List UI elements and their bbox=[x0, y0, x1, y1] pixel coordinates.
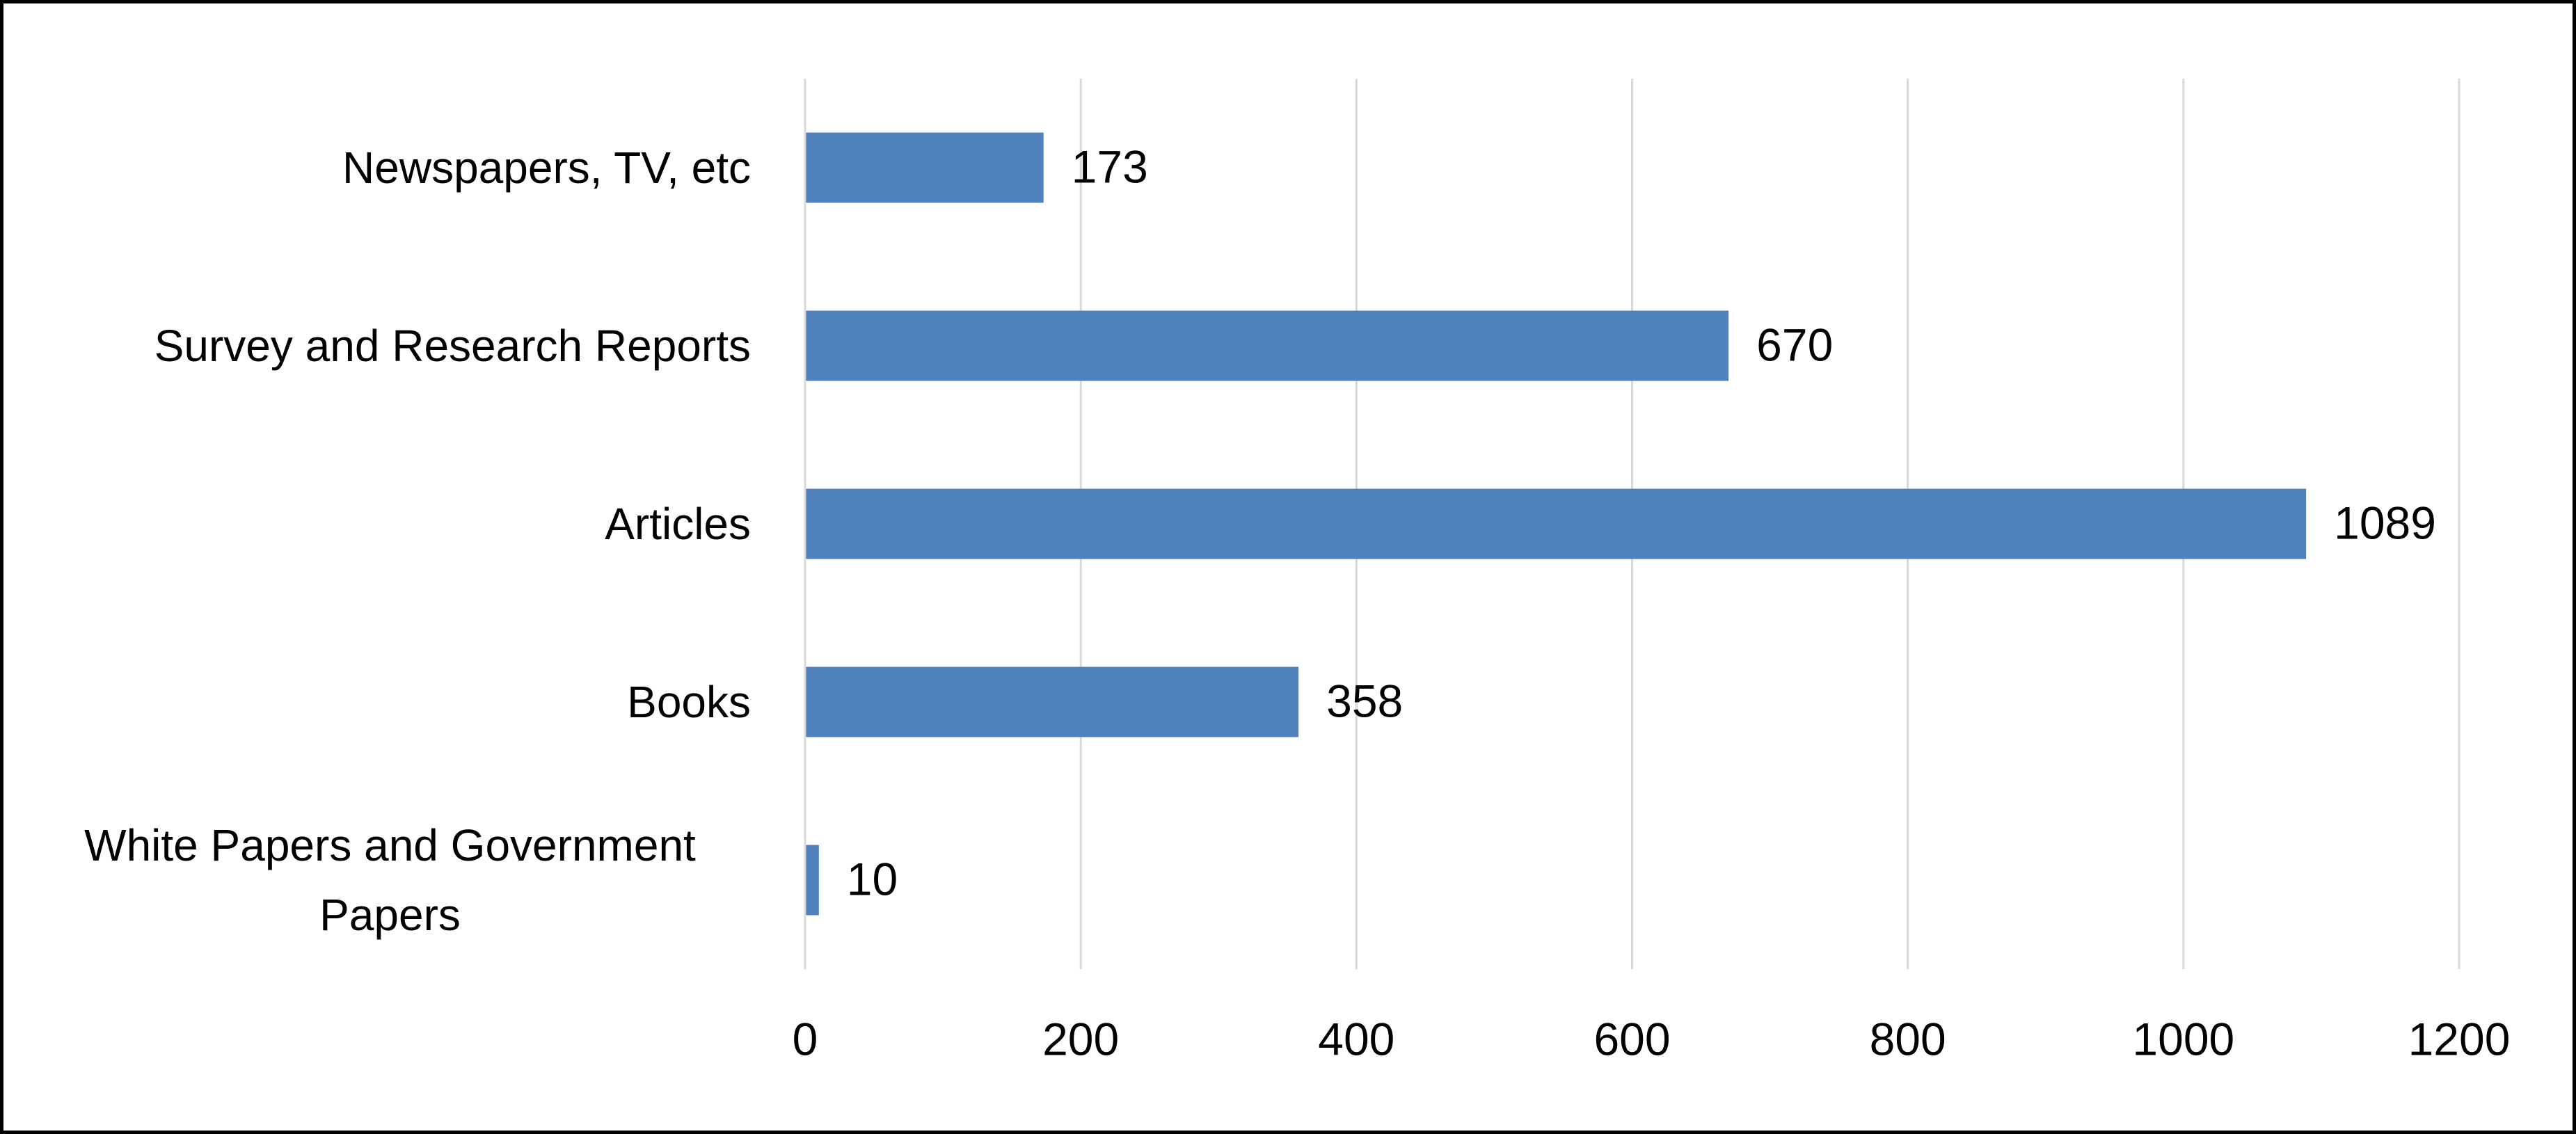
bar bbox=[805, 488, 2307, 559]
bar bbox=[805, 845, 819, 916]
data-label: 10 bbox=[847, 853, 898, 904]
y-tick-label: Books bbox=[627, 677, 751, 727]
x-tick-label: 400 bbox=[1318, 1013, 1394, 1064]
bar bbox=[805, 666, 1299, 737]
data-label: 670 bbox=[1756, 319, 1833, 370]
x-tick-label: 0 bbox=[793, 1013, 818, 1064]
bar bbox=[805, 310, 1729, 381]
y-label-box: Newspapers, TV, etc bbox=[29, 133, 751, 202]
x-tick-label: 200 bbox=[1042, 1013, 1119, 1064]
y-tick-label: Articles bbox=[605, 499, 751, 549]
y-label-box: Survey and Research Reports bbox=[29, 311, 751, 381]
y-label-box: Articles bbox=[29, 489, 751, 559]
bar bbox=[805, 132, 1044, 203]
x-tick-label: 1200 bbox=[2408, 1013, 2511, 1064]
y-tick-label: Survey and Research Reports bbox=[154, 321, 751, 371]
data-label: 173 bbox=[1072, 141, 1148, 192]
y-label-box: White Papers and Government Papers bbox=[29, 810, 751, 950]
x-tick-label: 1000 bbox=[2132, 1013, 2234, 1064]
data-label: 1089 bbox=[2334, 497, 2436, 548]
y-tick-label: White Papers and Government Papers bbox=[84, 820, 696, 940]
x-tick-label: 800 bbox=[1870, 1013, 1946, 1064]
y-tick-label: Newspapers, TV, etc bbox=[342, 143, 751, 193]
x-tick-label: 600 bbox=[1593, 1013, 1670, 1064]
data-label: 358 bbox=[1326, 675, 1403, 726]
y-label-box: Books bbox=[29, 667, 751, 737]
